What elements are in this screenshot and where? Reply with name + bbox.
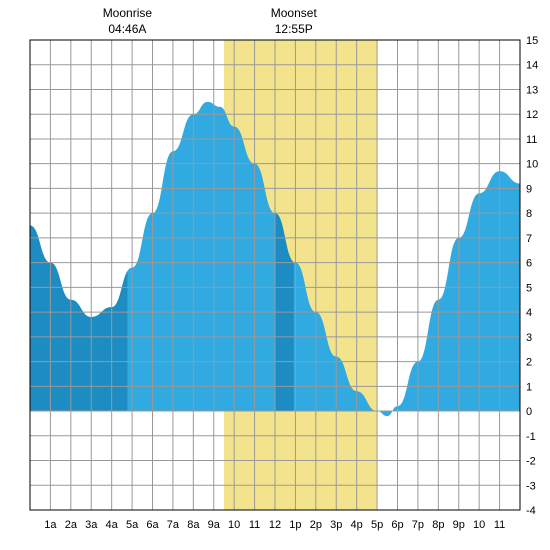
x-tick-label: 1a (44, 519, 57, 531)
y-tick-label: 15 (526, 35, 538, 47)
y-tick-label: -4 (526, 505, 536, 517)
y-tick-label: 3 (526, 332, 532, 344)
x-tick-label: 4a (106, 519, 119, 531)
y-tick-label: 9 (526, 183, 532, 195)
x-tick-label: 8p (432, 519, 444, 531)
y-tick-label: 7 (526, 233, 532, 245)
x-tick-label: 9a (208, 519, 221, 531)
x-tick-label: 8a (187, 519, 200, 531)
x-tick-label: 2a (65, 519, 78, 531)
x-tick-label: 2p (310, 519, 322, 531)
y-tick-label: 6 (526, 258, 532, 270)
moonrise-annotation: Moonrise04:46A (97, 6, 157, 37)
x-tick-label: 7a (167, 519, 180, 531)
y-tick-label: 5 (526, 282, 532, 294)
x-tick-label: 11 (249, 519, 260, 531)
y-tick-label: 11 (526, 134, 537, 146)
annotation-title: Moonrise (97, 6, 157, 22)
x-tick-label: 3p (330, 519, 342, 531)
annotation-time: 04:46A (97, 22, 157, 38)
annotation-time: 12:55P (264, 22, 324, 38)
x-tick-label: 10 (228, 519, 240, 531)
y-tick-label: 4 (526, 307, 532, 319)
y-tick-label: -1 (526, 431, 536, 443)
x-tick-label: 4p (351, 519, 363, 531)
y-tick-label: 14 (526, 60, 538, 72)
x-tick-label: 12 (269, 519, 281, 531)
y-tick-label: 0 (526, 406, 532, 418)
y-tick-label: 8 (526, 208, 532, 220)
x-tick-label: 5p (371, 519, 383, 531)
x-tick-label: 9p (453, 519, 465, 531)
y-tick-label: -3 (526, 480, 536, 492)
x-tick-label: 7p (412, 519, 424, 531)
moonset-annotation: Moonset12:55P (264, 6, 324, 37)
y-tick-label: 1 (526, 381, 532, 393)
y-tick-label: 10 (526, 159, 538, 171)
y-tick-label: 13 (526, 84, 538, 96)
y-tick-label: -2 (526, 456, 536, 468)
x-tick-label: 6a (146, 519, 159, 531)
x-tick-label: 5a (126, 519, 139, 531)
x-tick-label: 6p (391, 519, 403, 531)
tide-chart: 1a2a3a4a5a6a7a8a9a1011121p2p3p4p5p6p7p8p… (0, 0, 550, 550)
y-tick-label: 2 (526, 357, 532, 369)
y-tick-label: 12 (526, 109, 538, 121)
x-tick-label: 1p (289, 519, 301, 531)
annotation-title: Moonset (264, 6, 324, 22)
chart-svg: 1a2a3a4a5a6a7a8a9a1011121p2p3p4p5p6p7p8p… (0, 0, 550, 550)
x-tick-label: 10 (473, 519, 485, 531)
x-tick-label: 3a (85, 519, 98, 531)
x-tick-label: 11 (494, 519, 505, 531)
